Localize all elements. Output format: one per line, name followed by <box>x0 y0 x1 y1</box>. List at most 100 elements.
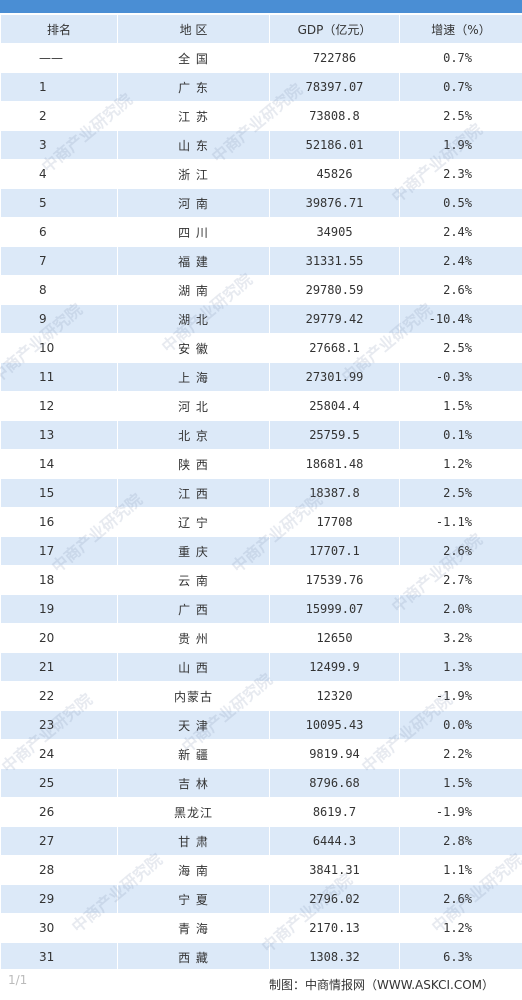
growth-cell: -1.9% <box>399 797 522 827</box>
gdp-cell: 15999.07 <box>269 594 400 624</box>
gdp-cell: 29779.42 <box>269 304 400 334</box>
gdp-cell: 12650 <box>269 623 400 653</box>
region-cell: 山 东 <box>117 130 270 160</box>
region-cell: 辽 宁 <box>117 507 270 537</box>
region-cell: 全 国 <box>117 43 270 73</box>
growth-cell: 1.9% <box>399 130 522 160</box>
growth-cell: 2.5% <box>399 478 522 508</box>
region-cell: 西 藏 <box>117 942 270 972</box>
growth-cell: 1.2% <box>399 913 522 943</box>
growth-cell: 2.5% <box>399 101 522 131</box>
table-row: 27 甘 肃 6444.3 2.8% <box>0 826 522 856</box>
region-cell: 陕 西 <box>117 449 270 479</box>
table-body: —— 全 国 722786 0.7% 1 广 东 78397.07 0.7% 2 江 苏 73808… <box>0 43 522 972</box>
gdp-cell: 9819.94 <box>269 739 400 769</box>
header-rank: 排名 <box>0 14 118 44</box>
growth-cell: 2.3% <box>399 159 522 189</box>
region-cell: 河 南 <box>117 188 270 218</box>
table-row: 10 安 徽 27668.1 2.5% <box>0 333 522 363</box>
gdp-cell: 10095.43 <box>269 710 400 740</box>
rank-cell: 23 <box>0 710 118 740</box>
header-region: 地 区 <box>117 14 270 44</box>
growth-cell: 0.0% <box>399 710 522 740</box>
growth-cell: -10.4% <box>399 304 522 334</box>
region-cell: 北 京 <box>117 420 270 450</box>
growth-cell: 0.7% <box>399 43 522 73</box>
rank-cell: 4 <box>0 159 118 189</box>
region-cell: 新 疆 <box>117 739 270 769</box>
gdp-cell: 39876.71 <box>269 188 400 218</box>
region-cell: 贵 州 <box>117 623 270 653</box>
table-row: 17 重 庆 17707.1 2.6% <box>0 536 522 566</box>
rank-cell: 9 <box>0 304 118 334</box>
table-row: 19 广 西 15999.07 2.0% <box>0 594 522 624</box>
growth-cell: -1.1% <box>399 507 522 537</box>
growth-cell: 6.3% <box>399 942 522 972</box>
rank-cell: 24 <box>0 739 118 769</box>
gdp-cell: 45826 <box>269 159 400 189</box>
gdp-ranking-table: 排名 地 区 GDP（亿元） 增速（%） —— 全 国 722786 0.7% 1 广 东… <box>0 14 522 972</box>
table-row: 31 西 藏 1308.32 6.3% <box>0 942 522 972</box>
region-cell: 江 苏 <box>117 101 270 131</box>
rank-cell: 13 <box>0 420 118 450</box>
growth-cell: -1.9% <box>399 681 522 711</box>
growth-cell: 1.3% <box>399 652 522 682</box>
rank-cell: —— <box>0 43 118 73</box>
table-row: —— 全 国 722786 0.7% <box>0 43 522 73</box>
gdp-cell: 29780.59 <box>269 275 400 305</box>
gdp-cell: 3841.31 <box>269 855 400 885</box>
table-row: 25 吉 林 8796.68 1.5% <box>0 768 522 798</box>
gdp-cell: 17539.76 <box>269 565 400 595</box>
table-row: 12 河 北 25804.4 1.5% <box>0 391 522 421</box>
growth-cell: 2.2% <box>399 739 522 769</box>
region-cell: 广 西 <box>117 594 270 624</box>
growth-cell: 2.6% <box>399 884 522 914</box>
growth-cell: 3.2% <box>399 623 522 653</box>
growth-cell: -0.3% <box>399 362 522 392</box>
region-cell: 黑龙江 <box>117 797 270 827</box>
rank-cell: 15 <box>0 478 118 508</box>
footer-credit: 制图：中商情报网（WWW.ASKCI.COM） <box>269 978 494 992</box>
rank-cell: 3 <box>0 130 118 160</box>
gdp-cell: 78397.07 <box>269 72 400 102</box>
gdp-cell: 2796.02 <box>269 884 400 914</box>
rank-cell: 28 <box>0 855 118 885</box>
table-row: 16 辽 宁 17708 -1.1% <box>0 507 522 537</box>
table-row: 18 云 南 17539.76 2.7% <box>0 565 522 595</box>
gdp-cell: 25804.4 <box>269 391 400 421</box>
gdp-cell: 27301.99 <box>269 362 400 392</box>
region-cell: 天 津 <box>117 710 270 740</box>
rank-cell: 18 <box>0 565 118 595</box>
region-cell: 山 西 <box>117 652 270 682</box>
gdp-cell: 52186.01 <box>269 130 400 160</box>
rank-cell: 17 <box>0 536 118 566</box>
gdp-cell: 12320 <box>269 681 400 711</box>
table-header-row: 排名 地 区 GDP（亿元） 增速（%） <box>0 14 522 44</box>
growth-cell: 0.1% <box>399 420 522 450</box>
rank-cell: 14 <box>0 449 118 479</box>
region-cell: 重 庆 <box>117 536 270 566</box>
growth-cell: 2.8% <box>399 826 522 856</box>
top-accent-bar <box>0 0 522 13</box>
rank-cell: 29 <box>0 884 118 914</box>
region-cell: 吉 林 <box>117 768 270 798</box>
gdp-cell: 12499.9 <box>269 652 400 682</box>
gdp-cell: 8796.68 <box>269 768 400 798</box>
gdp-cell: 17707.1 <box>269 536 400 566</box>
gdp-cell: 27668.1 <box>269 333 400 363</box>
rank-cell: 6 <box>0 217 118 247</box>
growth-cell: 1.5% <box>399 768 522 798</box>
table-row: 21 山 西 12499.9 1.3% <box>0 652 522 682</box>
region-cell: 四 川 <box>117 217 270 247</box>
gdp-cell: 722786 <box>269 43 400 73</box>
header-gdp: GDP（亿元） <box>269 14 400 44</box>
growth-cell: 1.5% <box>399 391 522 421</box>
gdp-cell: 25759.5 <box>269 420 400 450</box>
table-row: 20 贵 州 12650 3.2% <box>0 623 522 653</box>
region-cell: 云 南 <box>117 565 270 595</box>
